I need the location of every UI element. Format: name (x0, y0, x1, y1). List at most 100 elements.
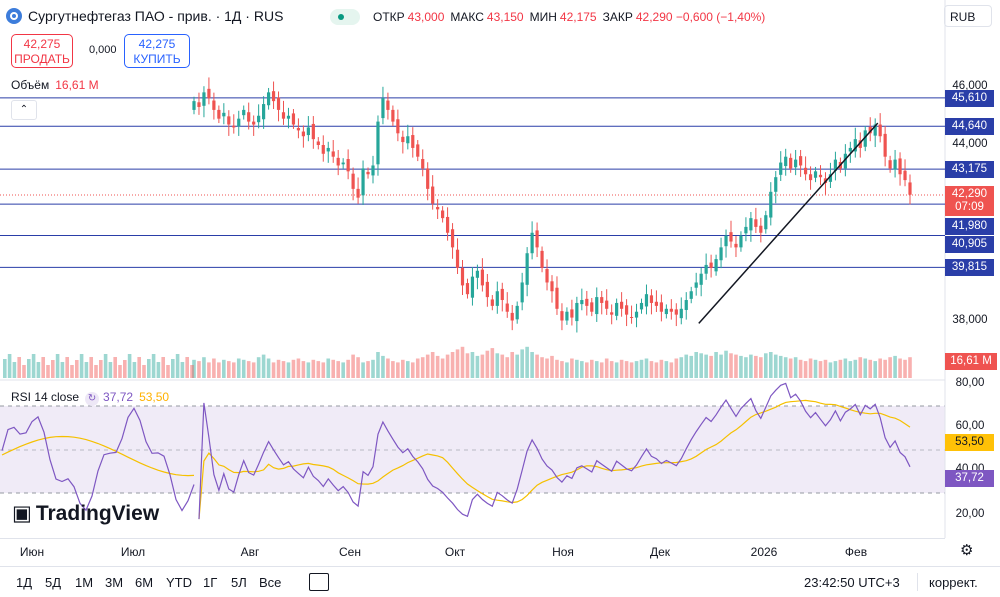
volume-bar (271, 362, 276, 378)
candle-body (684, 300, 688, 310)
volume-bar (190, 365, 194, 378)
refresh-icon[interactable]: ↻ (85, 392, 100, 406)
volume-bar (336, 361, 340, 378)
volume-bar (634, 361, 639, 378)
low-value: 42,175 (559, 10, 597, 24)
candle-body (709, 262, 713, 268)
time-label: Дек (649, 545, 671, 559)
range-button[interactable]: YTD (166, 575, 192, 590)
high-value: 43,150 (486, 10, 524, 24)
volume-bar (386, 358, 390, 378)
settings-gear-icon[interactable]: ⚙ (960, 542, 974, 559)
volume-bar (406, 361, 410, 378)
volume-bar (166, 365, 170, 378)
candle-body (222, 112, 226, 117)
volume-bar (401, 359, 405, 378)
sell-button[interactable]: 42,275 ПРОДАТЬ (11, 34, 73, 68)
volume-bar (236, 358, 241, 378)
buy-button[interactable]: 42,275 КУПИТЬ (124, 34, 190, 68)
price-label: 44,000 (952, 138, 988, 150)
candle-body (202, 92, 206, 106)
volume-bar (376, 352, 380, 378)
rsi-ma-line (198, 399, 911, 520)
volume-bar (808, 358, 813, 378)
volume-bar (420, 357, 425, 378)
rsi-legend[interactable]: RSI 14 close ↻ 37,72 53,50 (11, 390, 169, 406)
candle-body (306, 127, 310, 136)
volume-bar (734, 354, 738, 378)
range-button[interactable]: 1Д (16, 575, 33, 590)
volume-bar (70, 365, 74, 378)
candle-body (669, 308, 673, 312)
volume-bar (609, 361, 614, 378)
volume-bar (55, 354, 60, 378)
volume-bar (798, 359, 803, 378)
range-button[interactable]: Все (259, 575, 282, 590)
range-button[interactable]: 5Л (231, 575, 247, 590)
volume-bar (108, 362, 113, 378)
tradingview-logo[interactable]: ▣ TradingView (12, 501, 159, 526)
candle-body (744, 226, 748, 234)
candle-body (570, 309, 574, 318)
volume-bar (41, 357, 45, 378)
buy-label: КУПИТЬ (133, 52, 181, 66)
volume-bar (848, 361, 853, 378)
volume-bar (147, 359, 151, 378)
range-button[interactable]: 5Д (45, 575, 62, 590)
candle-body (724, 235, 728, 247)
volume-bar (60, 362, 65, 378)
candle-body (232, 125, 236, 128)
volume-legend[interactable]: Объём 16,61 M (11, 78, 99, 92)
candle-body (445, 216, 450, 233)
candle-body (863, 130, 867, 147)
volume-bar (629, 362, 634, 378)
candle-body (620, 301, 624, 309)
volume-bar (79, 354, 84, 378)
calendar-icon[interactable] (309, 573, 329, 591)
range-button[interactable]: 1М (75, 575, 94, 590)
time-axis[interactable]: Июн Июл Авг Сен Окт Ноя Дек 2026 Фев (0, 538, 945, 560)
volume-bar (192, 359, 196, 378)
candle-body (296, 128, 301, 131)
range-button[interactable]: 1Г (203, 575, 218, 590)
volume-bar (585, 362, 589, 378)
volume-bar (684, 354, 689, 378)
candle-body (356, 188, 360, 198)
rsi-axis-label: 80,00 (955, 377, 985, 389)
volume-bar (396, 362, 400, 378)
volume-bar (699, 353, 703, 378)
candle-body (515, 305, 519, 320)
volume-bar (17, 357, 21, 378)
candle-body (485, 281, 489, 298)
volume-bar (75, 360, 79, 378)
volume-bar (883, 359, 887, 378)
market-status-icon[interactable] (330, 9, 360, 25)
volume-bar (754, 355, 758, 378)
volume-bar (888, 357, 892, 378)
adjustment-button[interactable]: коррект. (929, 575, 978, 590)
candle-body (615, 302, 619, 316)
time-label: Июн (19, 545, 45, 559)
candle-body (843, 153, 847, 169)
candle-body (426, 168, 430, 189)
volume-bar (84, 362, 89, 378)
low-label: МИН (529, 10, 557, 24)
candle-body (257, 115, 261, 123)
collapse-legend-button[interactable]: ⌃ (11, 100, 37, 120)
time-label: Сен (339, 545, 361, 559)
candle-body (326, 147, 330, 152)
range-button[interactable]: 3М (105, 575, 124, 590)
volume-bar (227, 361, 231, 378)
clock-timezone[interactable]: 23:42:50 UTC+3 (804, 575, 900, 590)
level-badge: 40,905 (945, 236, 994, 253)
candle-body (336, 157, 340, 166)
candle-body (540, 250, 544, 268)
volume-bar (22, 365, 26, 378)
volume-bar (231, 362, 236, 378)
symbol-title[interactable]: Сургутнефтегаз ПАО - прив. · 1Д · RUS (28, 8, 284, 24)
rsi-line (198, 382, 911, 520)
candle-body (634, 311, 639, 318)
volume-bar (12, 362, 17, 378)
range-button[interactable]: 6М (135, 575, 154, 590)
